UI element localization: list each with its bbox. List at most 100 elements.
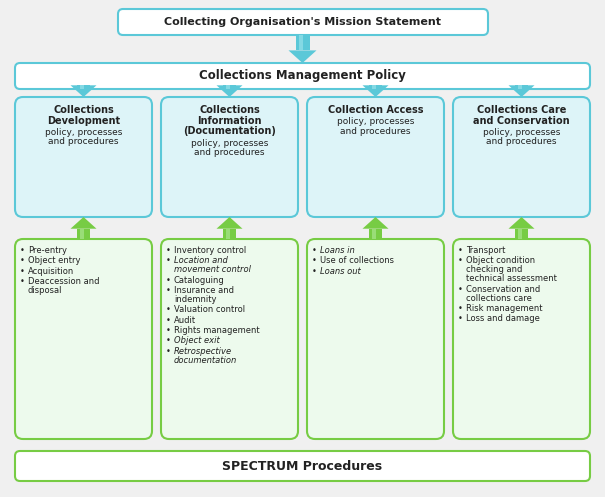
Polygon shape xyxy=(362,217,388,229)
FancyBboxPatch shape xyxy=(15,63,590,89)
Text: Object exit: Object exit xyxy=(174,336,220,345)
Polygon shape xyxy=(515,229,528,239)
Polygon shape xyxy=(299,35,303,50)
Text: Collections: Collections xyxy=(199,105,260,115)
Text: Rights management: Rights management xyxy=(174,326,260,335)
Polygon shape xyxy=(508,85,534,97)
Polygon shape xyxy=(508,217,534,229)
Text: •: • xyxy=(166,347,171,356)
Polygon shape xyxy=(226,229,230,239)
Text: (Documentation): (Documentation) xyxy=(183,126,276,136)
Polygon shape xyxy=(217,217,243,229)
Text: Object condition: Object condition xyxy=(466,256,535,265)
Polygon shape xyxy=(515,85,528,89)
Polygon shape xyxy=(369,229,382,239)
FancyBboxPatch shape xyxy=(453,239,590,439)
Text: Retrospective: Retrospective xyxy=(174,347,232,356)
Text: policy, processes: policy, processes xyxy=(191,139,268,148)
FancyBboxPatch shape xyxy=(307,239,444,439)
Text: •: • xyxy=(312,256,317,265)
FancyBboxPatch shape xyxy=(161,239,298,439)
Text: Valuation control: Valuation control xyxy=(174,305,245,315)
Text: Development: Development xyxy=(47,115,120,126)
FancyBboxPatch shape xyxy=(161,97,298,217)
Polygon shape xyxy=(372,85,376,89)
Polygon shape xyxy=(372,229,376,239)
Polygon shape xyxy=(295,35,310,50)
FancyBboxPatch shape xyxy=(307,97,444,217)
Text: and procedures: and procedures xyxy=(340,127,411,136)
Text: Use of collections: Use of collections xyxy=(320,256,394,265)
Text: indemnity: indemnity xyxy=(174,295,217,304)
Text: •: • xyxy=(458,285,463,294)
Text: •: • xyxy=(166,326,171,335)
Polygon shape xyxy=(518,85,522,89)
Text: •: • xyxy=(20,256,25,265)
FancyBboxPatch shape xyxy=(15,97,152,217)
Text: Deaccession and: Deaccession and xyxy=(28,277,99,286)
Text: •: • xyxy=(458,315,463,324)
Text: •: • xyxy=(458,256,463,265)
Text: Loss and damage: Loss and damage xyxy=(466,315,540,324)
Text: Risk management: Risk management xyxy=(466,304,543,313)
Text: •: • xyxy=(166,256,171,265)
Polygon shape xyxy=(223,85,236,89)
Text: •: • xyxy=(458,304,463,313)
Text: documentation: documentation xyxy=(174,356,237,365)
Text: disposal: disposal xyxy=(28,286,62,295)
Polygon shape xyxy=(71,85,97,97)
Text: •: • xyxy=(166,336,171,345)
Text: Inventory control: Inventory control xyxy=(174,246,246,255)
Polygon shape xyxy=(223,229,236,239)
Polygon shape xyxy=(80,229,84,239)
FancyBboxPatch shape xyxy=(453,97,590,217)
Text: collections care: collections care xyxy=(466,294,532,303)
Text: and procedures: and procedures xyxy=(194,148,265,157)
Text: and Conservation: and Conservation xyxy=(473,115,570,126)
Text: •: • xyxy=(20,246,25,255)
Polygon shape xyxy=(71,217,97,229)
Polygon shape xyxy=(217,85,243,97)
Polygon shape xyxy=(362,85,388,97)
Polygon shape xyxy=(80,85,84,89)
Polygon shape xyxy=(518,229,522,239)
Text: Audit: Audit xyxy=(174,316,196,325)
Text: Transport: Transport xyxy=(466,246,505,255)
Text: •: • xyxy=(166,276,171,285)
Text: policy, processes: policy, processes xyxy=(45,128,122,137)
FancyBboxPatch shape xyxy=(118,9,488,35)
Polygon shape xyxy=(77,229,90,239)
FancyBboxPatch shape xyxy=(15,239,152,439)
Text: •: • xyxy=(166,316,171,325)
Text: Information: Information xyxy=(197,115,262,126)
Text: •: • xyxy=(312,246,317,255)
Text: Pre-entry: Pre-entry xyxy=(28,246,67,255)
Text: •: • xyxy=(166,246,171,255)
Text: Conservation and: Conservation and xyxy=(466,285,540,294)
Text: technical assessment: technical assessment xyxy=(466,274,557,283)
Text: and procedures: and procedures xyxy=(486,138,557,147)
Polygon shape xyxy=(226,85,230,89)
Polygon shape xyxy=(369,85,382,89)
Text: SPECTRUM Procedures: SPECTRUM Procedures xyxy=(223,460,382,473)
Text: •: • xyxy=(312,267,317,276)
Text: •: • xyxy=(458,246,463,255)
Text: policy, processes: policy, processes xyxy=(483,128,560,137)
Text: Location and: Location and xyxy=(174,256,228,265)
Text: Collections Management Policy: Collections Management Policy xyxy=(199,70,406,83)
Polygon shape xyxy=(77,85,90,89)
Text: Collections: Collections xyxy=(53,105,114,115)
Text: movement control: movement control xyxy=(174,265,251,274)
Text: policy, processes: policy, processes xyxy=(337,117,414,127)
Text: Loans out: Loans out xyxy=(320,267,361,276)
Text: Acquisition: Acquisition xyxy=(28,267,74,276)
Text: •: • xyxy=(166,305,171,315)
Polygon shape xyxy=(289,50,316,63)
Text: checking and: checking and xyxy=(466,265,522,274)
Text: Object entry: Object entry xyxy=(28,256,80,265)
Text: and procedures: and procedures xyxy=(48,138,119,147)
Text: •: • xyxy=(20,267,25,276)
Text: Cataloguing: Cataloguing xyxy=(174,276,224,285)
Text: •: • xyxy=(166,286,171,295)
Text: Collections Care: Collections Care xyxy=(477,105,566,115)
